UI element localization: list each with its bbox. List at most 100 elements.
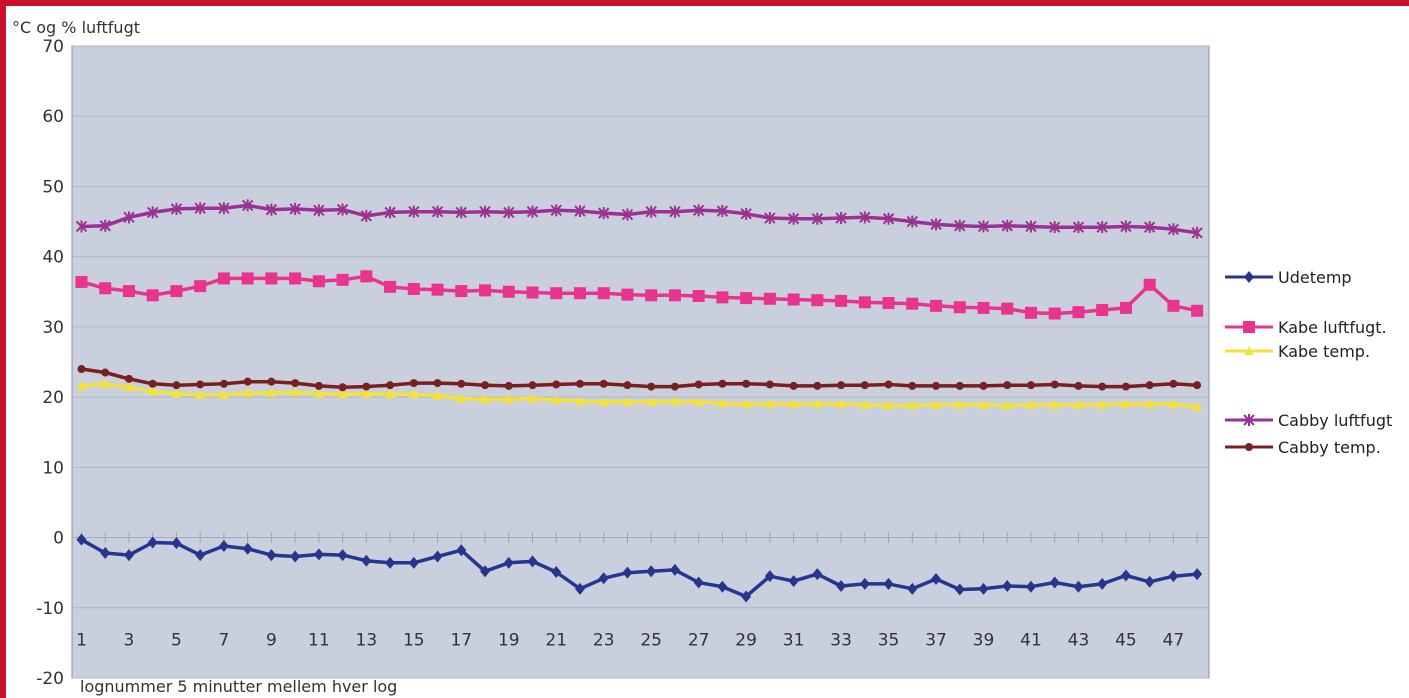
data-point xyxy=(1192,568,1203,581)
legend-item: Kabe luftfugt. xyxy=(1225,318,1387,337)
legend-item: Cabby temp. xyxy=(1225,438,1381,457)
data-point xyxy=(550,287,563,300)
x-tick-label: 1 xyxy=(76,631,87,651)
data-point xyxy=(1192,401,1203,411)
data-point xyxy=(266,387,277,397)
x-tick-label: 39 xyxy=(973,631,995,651)
legend-item: Udetemp xyxy=(1225,268,1352,287)
data-point xyxy=(433,379,442,388)
data-point xyxy=(1097,577,1108,590)
data-point xyxy=(718,379,727,388)
data-point xyxy=(362,382,371,391)
data-point xyxy=(123,549,134,562)
data-point xyxy=(242,542,253,555)
data-point xyxy=(337,549,348,562)
data-point xyxy=(313,388,324,398)
data-point xyxy=(336,203,349,216)
data-point xyxy=(954,583,965,596)
series-cabby-temp xyxy=(77,365,1202,392)
data-point xyxy=(693,397,704,407)
data-point xyxy=(692,204,705,217)
data-point xyxy=(1145,381,1154,390)
data-point xyxy=(217,272,230,285)
data-point xyxy=(1074,381,1083,390)
y-tick-label: 50 xyxy=(42,177,64,197)
data-point xyxy=(669,396,680,406)
x-tick-label: 47 xyxy=(1163,631,1185,651)
data-point xyxy=(409,379,418,388)
data-point xyxy=(692,289,705,302)
data-point xyxy=(457,379,466,388)
data-point xyxy=(906,297,919,310)
data-point xyxy=(932,381,941,390)
data-point xyxy=(384,280,397,293)
series-kabe-temp xyxy=(76,378,1203,411)
data-point xyxy=(693,576,704,589)
data-point xyxy=(552,380,561,389)
data-point xyxy=(575,379,584,388)
data-point xyxy=(623,381,632,390)
data-point xyxy=(1048,307,1061,320)
series-udetemp xyxy=(76,533,1203,603)
data-point xyxy=(1120,220,1132,233)
data-point xyxy=(124,374,133,383)
x-tick-label: 7 xyxy=(219,631,230,651)
data-point xyxy=(1002,400,1013,410)
data-point xyxy=(456,544,467,557)
y-tick-label: -20 xyxy=(36,669,64,689)
data-point xyxy=(573,287,586,300)
data-point xyxy=(858,296,871,309)
data-point xyxy=(931,399,942,409)
data-point xyxy=(1073,399,1084,409)
data-point xyxy=(1243,321,1255,333)
data-point xyxy=(170,285,183,298)
data-point xyxy=(527,393,538,403)
data-point xyxy=(408,389,419,399)
data-point xyxy=(77,365,86,374)
data-point xyxy=(455,206,467,219)
data-point xyxy=(574,582,585,595)
data-point xyxy=(837,381,846,390)
data-point xyxy=(670,382,679,391)
data-point xyxy=(432,390,443,400)
legend-label: Udetemp xyxy=(1278,268,1352,287)
x-tick-label: 27 xyxy=(688,631,710,651)
data-point xyxy=(788,575,799,588)
x-tick-label: 9 xyxy=(266,631,277,651)
data-point xyxy=(1072,221,1085,234)
data-point xyxy=(740,207,752,220)
data-point xyxy=(622,566,633,579)
y-tick-label: 10 xyxy=(42,458,64,478)
data-point xyxy=(598,572,609,585)
data-point xyxy=(955,381,964,390)
data-point xyxy=(290,387,301,397)
data-point xyxy=(1001,302,1014,315)
data-point xyxy=(171,388,182,398)
data-point xyxy=(669,563,680,576)
data-point xyxy=(811,294,824,307)
data-point xyxy=(1143,221,1156,234)
data-point xyxy=(1003,381,1012,390)
data-point xyxy=(647,382,656,391)
gridlines xyxy=(72,45,1209,679)
data-point xyxy=(75,220,88,233)
x-tick-label: 23 xyxy=(593,631,615,651)
data-point xyxy=(267,377,276,386)
data-point xyxy=(147,536,158,549)
data-point xyxy=(1049,221,1061,234)
data-point xyxy=(76,533,87,546)
data-point xyxy=(196,380,205,389)
data-point xyxy=(977,220,990,233)
data-point xyxy=(407,282,420,295)
data-point xyxy=(621,288,634,301)
data-point xyxy=(123,382,134,392)
data-point xyxy=(836,580,847,593)
data-point xyxy=(906,215,918,228)
data-point xyxy=(717,398,728,408)
data-point xyxy=(1049,576,1060,589)
data-point xyxy=(147,386,158,396)
data-point xyxy=(455,285,468,298)
series-lines xyxy=(75,199,1204,603)
data-point xyxy=(621,208,634,221)
